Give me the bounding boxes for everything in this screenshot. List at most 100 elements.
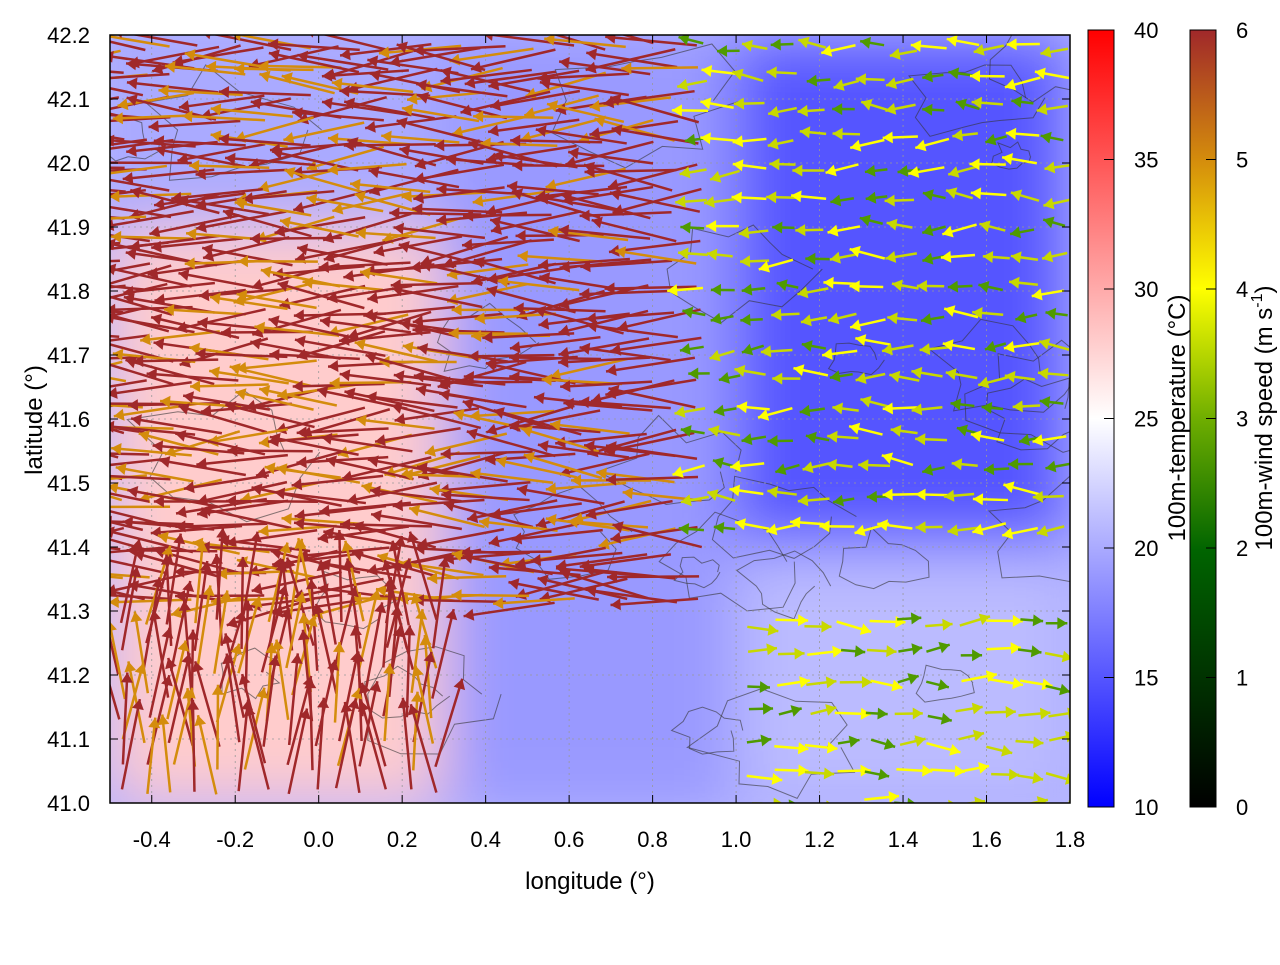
x-tick-label: -0.4 xyxy=(133,827,171,852)
x-tick-label: 0.2 xyxy=(387,827,418,852)
wind-vector-shaft xyxy=(451,595,529,596)
wind-vector-shaft xyxy=(463,215,551,216)
wind-vector-head xyxy=(565,15,576,27)
temperature-colorbar-label: 100m-temperature (°C) xyxy=(1164,294,1191,541)
wind-vector-head xyxy=(73,566,83,578)
wind-vector-head xyxy=(78,588,88,600)
x-tick-label: 1.4 xyxy=(888,827,919,852)
wind-vector-shaft xyxy=(1047,804,1079,807)
wind-vector-head xyxy=(34,288,45,300)
x-tick-label: 0.0 xyxy=(303,827,334,852)
wind-vector-head xyxy=(33,205,44,217)
wind-vector-shaft xyxy=(28,243,120,250)
y-tick-label: 42.0 xyxy=(47,151,90,176)
wind-vector-shaft xyxy=(509,357,601,359)
x-tick-label: 0.6 xyxy=(554,827,585,852)
wind-colorbar-tick-label: 4 xyxy=(1236,277,1248,302)
wind-colorbar-tick-label: 6 xyxy=(1236,18,1248,43)
wind-vector-head xyxy=(59,522,70,534)
wind-vector-shaft xyxy=(621,67,698,68)
wind-vector-head xyxy=(94,585,106,596)
y-tick-label: 41.3 xyxy=(47,599,90,624)
wind-vector-head xyxy=(27,325,37,337)
y-tick-label: 41.9 xyxy=(47,215,90,240)
wind-colorbar-tick-label: 0 xyxy=(1236,795,1248,820)
temperature-colorbar-tick-label: 35 xyxy=(1134,148,1158,173)
wind-colorbar-label-end: ) xyxy=(1251,286,1278,294)
wind-vector-head xyxy=(58,575,69,587)
plot-area xyxy=(27,0,1123,853)
wind-vector-shaft xyxy=(810,806,836,807)
wind-vector-shaft xyxy=(989,805,1016,811)
wind-vector-head xyxy=(28,607,39,619)
wind-vector-shaft xyxy=(44,51,121,68)
wind-vector-head xyxy=(86,199,97,211)
wind-vector-shaft xyxy=(449,333,528,334)
y-tick-label: 41.1 xyxy=(47,727,90,752)
x-tick-label: 1.8 xyxy=(1055,827,1086,852)
wind-vector-shaft xyxy=(777,805,799,807)
y-tick-label: 42.2 xyxy=(47,23,90,48)
wind-colorbar-tick-label: 3 xyxy=(1236,407,1248,432)
wind-vector-head xyxy=(56,388,67,400)
y-tick-label: 41.2 xyxy=(47,663,90,688)
wind-vector-head xyxy=(28,105,39,117)
wind-colorbar-tick-label: 2 xyxy=(1236,536,1248,561)
wind-vector-shaft xyxy=(842,805,870,809)
y-tick-label: 41.6 xyxy=(47,407,90,432)
wind-colorbar-tick-label: 1 xyxy=(1236,666,1248,691)
y-tick-label: 41.5 xyxy=(47,471,90,496)
wind-colorbar-label-main: 100m-wind speed (m s xyxy=(1251,308,1278,551)
wind-vector-shaft xyxy=(242,557,243,649)
wind-vector-head xyxy=(32,60,42,72)
wind-vector-shaft xyxy=(250,238,342,239)
wind-vector-head xyxy=(86,501,96,513)
y-tick-label: 41.8 xyxy=(47,279,90,304)
wind-vector-head xyxy=(28,258,38,270)
wind-vector-head xyxy=(60,74,71,86)
wind-vector-head xyxy=(35,542,46,554)
x-tick-label: 1.6 xyxy=(971,827,1002,852)
wind-vector-head xyxy=(57,447,67,459)
wind-vector-shaft xyxy=(234,69,313,70)
wind-vector-shaft xyxy=(28,261,120,265)
wind-vector-head xyxy=(100,157,110,169)
wind-vector-head xyxy=(103,51,114,63)
wind-vector-head xyxy=(517,20,528,32)
temperature-colorbar-tick-label: 30 xyxy=(1134,277,1158,302)
y-tick-label: 41.0 xyxy=(47,791,90,816)
wind-vector-head xyxy=(28,243,38,255)
wind-vector-head xyxy=(87,306,98,318)
wind-vector-head xyxy=(59,193,70,205)
wind-vector-head xyxy=(44,60,55,72)
wind-vector-head xyxy=(65,75,76,87)
wind-vector-head xyxy=(1005,802,1016,814)
x-axis-title: longitude (°) xyxy=(525,868,655,895)
temperature-colorbar-tick-label: 40 xyxy=(1134,18,1158,43)
temperature-colorbar-tick-label: 25 xyxy=(1134,407,1158,432)
wind-vector-head xyxy=(1068,800,1079,812)
x-tick-label: 0.8 xyxy=(637,827,668,852)
wind-vector-head xyxy=(48,372,59,384)
wind-vector-shaft xyxy=(226,501,318,502)
wind-vector-shaft xyxy=(473,116,553,117)
wind-vector-head xyxy=(32,299,42,311)
wind-vector-head xyxy=(104,135,114,147)
temperature-colorbar-tick-label: 10 xyxy=(1134,795,1158,820)
wind-vector-shaft xyxy=(929,805,958,806)
wind-vector-head xyxy=(95,421,105,433)
wind-vector-head xyxy=(1067,708,1078,720)
y-tick-label: 41.4 xyxy=(47,535,90,560)
y-tick-label: 42.1 xyxy=(47,87,90,112)
wind-vector-head xyxy=(82,501,93,513)
wind-vector-shaft xyxy=(460,552,551,553)
x-tick-label: 1.2 xyxy=(804,827,835,852)
wind-colorbar-label-sup: -1 xyxy=(1249,293,1266,307)
wind-vector-shaft xyxy=(607,576,699,577)
y-axis-title: latitude (°) xyxy=(21,365,48,475)
wind-vector-head xyxy=(30,535,41,547)
wind-vector-head xyxy=(36,178,47,190)
